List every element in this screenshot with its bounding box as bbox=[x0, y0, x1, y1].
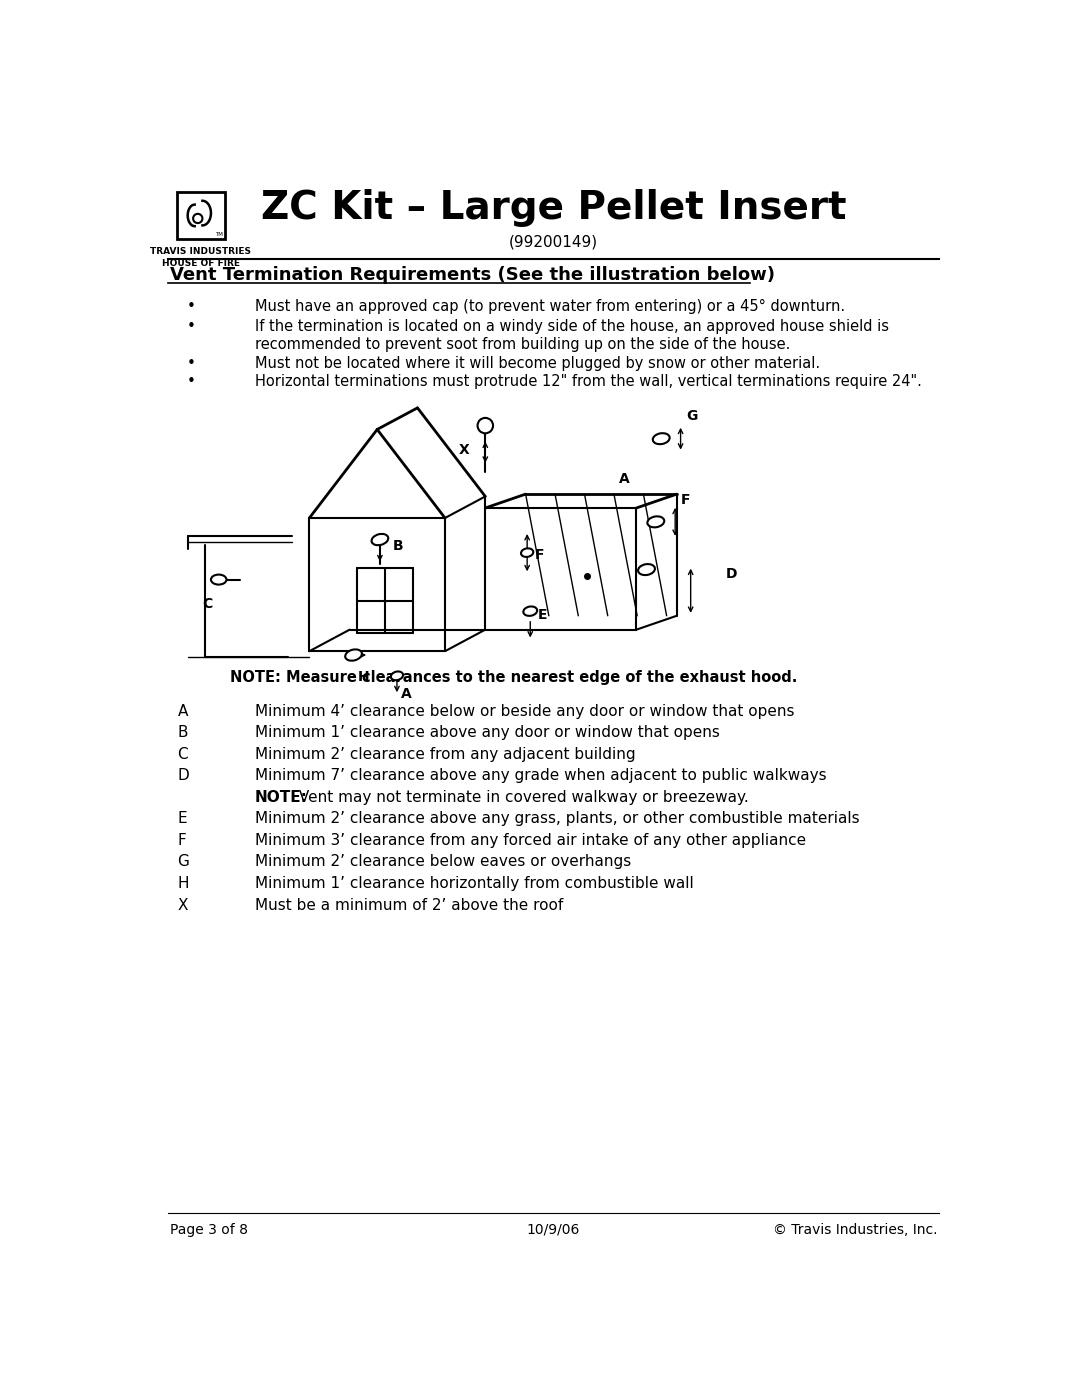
Text: Must not be located where it will become plugged by snow or other material.: Must not be located where it will become… bbox=[255, 356, 820, 372]
Text: TRAVIS INDUSTRIES
HOUSE OF FIRE: TRAVIS INDUSTRIES HOUSE OF FIRE bbox=[150, 247, 252, 268]
Ellipse shape bbox=[638, 564, 654, 576]
Text: X: X bbox=[177, 898, 188, 912]
Text: •: • bbox=[187, 356, 195, 372]
Text: •: • bbox=[187, 320, 195, 334]
Text: G: G bbox=[177, 855, 189, 869]
Ellipse shape bbox=[647, 517, 664, 527]
Text: Page 3 of 8: Page 3 of 8 bbox=[170, 1222, 248, 1236]
Text: F: F bbox=[535, 548, 544, 562]
Text: E: E bbox=[177, 812, 187, 827]
Text: ZC Kit – Large Pellet Insert: ZC Kit – Large Pellet Insert bbox=[260, 189, 847, 226]
Ellipse shape bbox=[391, 672, 403, 680]
Text: NOTE: Measure clearances to the nearest edge of the exhaust hood.: NOTE: Measure clearances to the nearest … bbox=[230, 669, 797, 685]
Text: B: B bbox=[392, 539, 403, 553]
Text: B: B bbox=[177, 725, 188, 740]
Text: C: C bbox=[177, 746, 188, 761]
Text: G: G bbox=[686, 408, 698, 422]
Text: X: X bbox=[459, 443, 470, 457]
Text: Minimum 2’ clearance from any adjacent building: Minimum 2’ clearance from any adjacent b… bbox=[255, 746, 636, 761]
Ellipse shape bbox=[652, 433, 670, 444]
Text: F: F bbox=[177, 833, 187, 848]
Text: (99200149): (99200149) bbox=[509, 235, 598, 249]
Text: If the termination is located on a windy side of the house, an approved house sh: If the termination is located on a windy… bbox=[255, 320, 889, 352]
Text: TM: TM bbox=[215, 232, 222, 237]
Text: Vent may not terminate in covered walkway or breezeway.: Vent may not terminate in covered walkwa… bbox=[294, 789, 748, 805]
Ellipse shape bbox=[372, 534, 388, 545]
Text: H: H bbox=[177, 876, 189, 891]
Text: Minimum 3’ clearance from any forced air intake of any other appliance: Minimum 3’ clearance from any forced air… bbox=[255, 833, 807, 848]
Text: D: D bbox=[726, 567, 737, 581]
Ellipse shape bbox=[346, 650, 362, 661]
Text: •: • bbox=[187, 374, 195, 388]
Text: H: H bbox=[357, 671, 369, 685]
Circle shape bbox=[193, 214, 202, 224]
Text: A: A bbox=[401, 687, 411, 701]
Text: Horizontal terminations must protrude 12" from the wall, vertical terminations r: Horizontal terminations must protrude 12… bbox=[255, 374, 922, 388]
Text: •: • bbox=[187, 299, 195, 313]
Text: Minimum 7’ clearance above any grade when adjacent to public walkways: Minimum 7’ clearance above any grade whe… bbox=[255, 768, 827, 784]
Text: Minimum 2’ clearance below eaves or overhangs: Minimum 2’ clearance below eaves or over… bbox=[255, 855, 632, 869]
Text: NOTE:: NOTE: bbox=[255, 789, 308, 805]
Text: Must be a minimum of 2’ above the roof: Must be a minimum of 2’ above the roof bbox=[255, 898, 564, 912]
Text: Must have an approved cap (to prevent water from entering) or a 45° downturn.: Must have an approved cap (to prevent wa… bbox=[255, 299, 846, 313]
Text: Minimum 1’ clearance above any door or window that opens: Minimum 1’ clearance above any door or w… bbox=[255, 725, 720, 740]
Text: 10/9/06: 10/9/06 bbox=[527, 1222, 580, 1236]
Text: A: A bbox=[177, 704, 188, 718]
Ellipse shape bbox=[211, 574, 227, 584]
Text: Minimum 2’ clearance above any grass, plants, or other combustible materials: Minimum 2’ clearance above any grass, pl… bbox=[255, 812, 860, 827]
Text: D: D bbox=[177, 768, 189, 784]
Text: E: E bbox=[538, 608, 548, 622]
Bar bbox=[177, 191, 225, 239]
Text: Minimum 4’ clearance below or beside any door or window that opens: Minimum 4’ clearance below or beside any… bbox=[255, 704, 795, 718]
Text: © Travis Industries, Inc.: © Travis Industries, Inc. bbox=[772, 1222, 937, 1236]
Text: C: C bbox=[202, 597, 212, 610]
Text: Minimum 1’ clearance horizontally from combustible wall: Minimum 1’ clearance horizontally from c… bbox=[255, 876, 693, 891]
Text: A: A bbox=[619, 472, 630, 486]
Text: Vent Termination Requirements (See the illustration below): Vent Termination Requirements (See the i… bbox=[170, 267, 774, 285]
Ellipse shape bbox=[521, 549, 534, 557]
Ellipse shape bbox=[524, 606, 537, 616]
Text: F: F bbox=[680, 493, 690, 507]
Circle shape bbox=[477, 418, 494, 433]
